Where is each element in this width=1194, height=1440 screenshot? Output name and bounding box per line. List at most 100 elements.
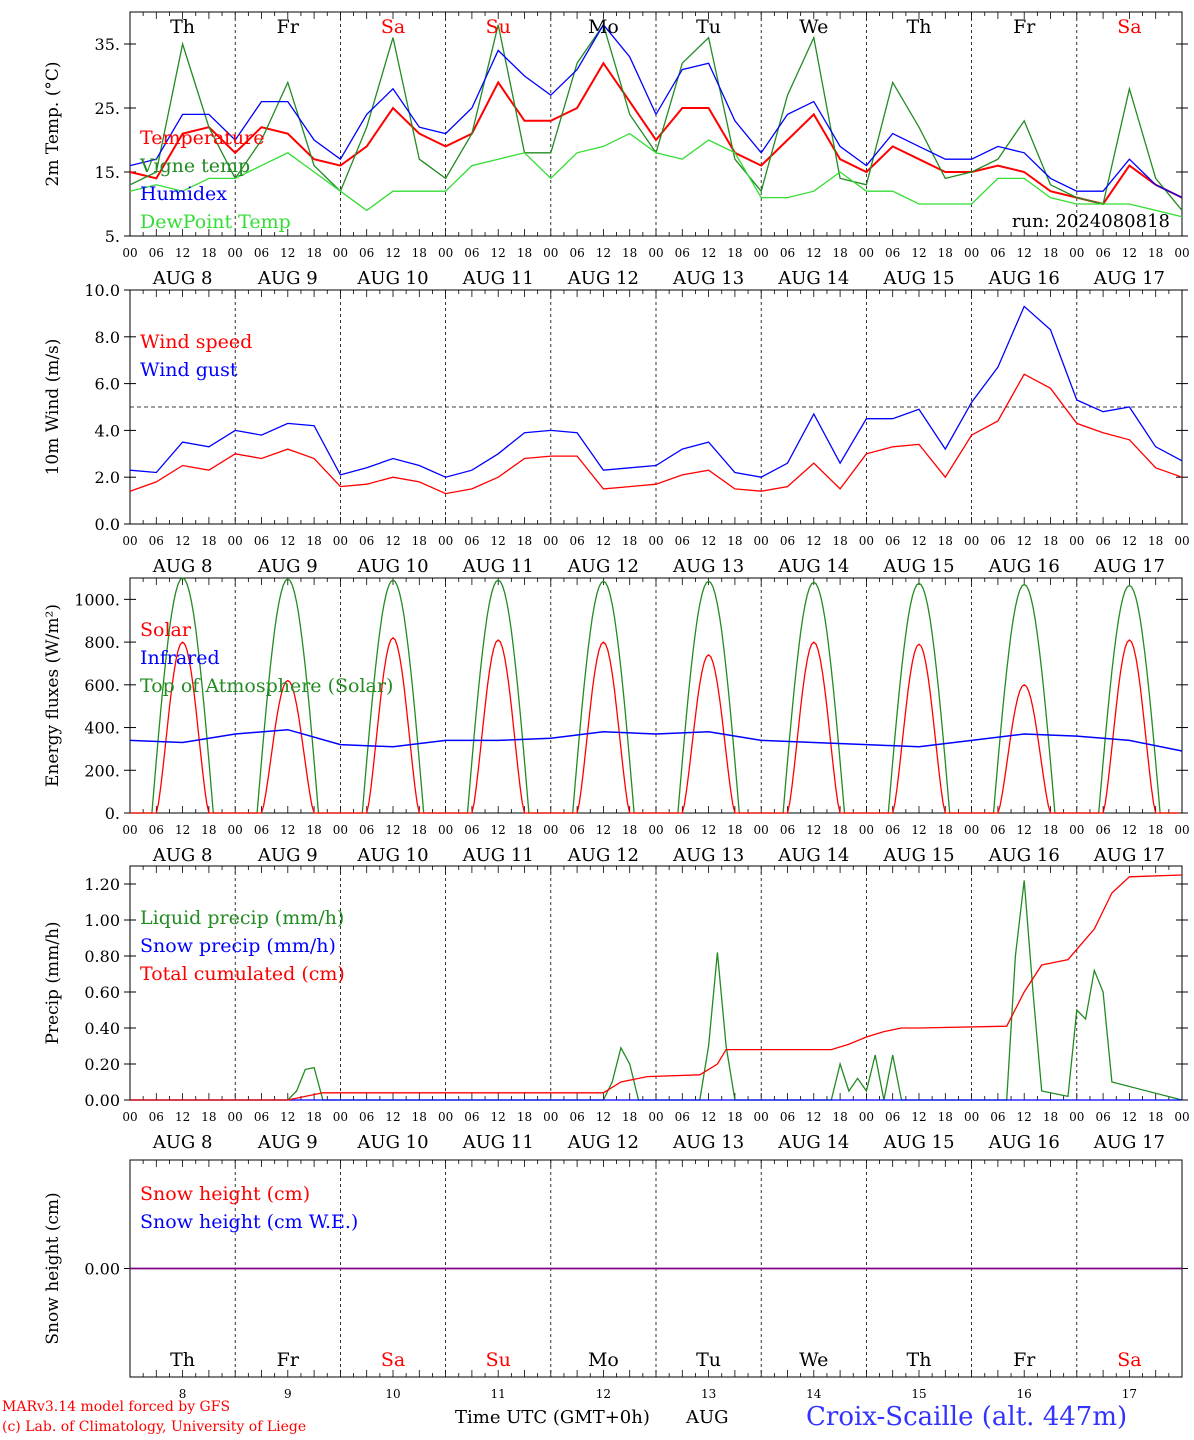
hour-tick-label: 06	[1095, 823, 1110, 837]
hour-tick-label: 06	[254, 534, 269, 548]
station-name: Croix-Scaille (alt. 447m)	[806, 1402, 1128, 1432]
hour-tick-label: 18	[727, 534, 742, 548]
hour-tick-label: 06	[149, 823, 164, 837]
panel-3: 0. 200. 400. 600. 800. 1000. Energy fluxes (W/…	[43, 577, 1190, 866]
date-label: AUG 15	[882, 268, 954, 289]
hour-tick-label: 18	[201, 246, 216, 260]
date-label: AUG 9	[257, 1132, 318, 1153]
legend-entry: Liquid precip (mm/h)	[140, 907, 344, 929]
date-label: AUG 12	[567, 556, 639, 577]
hour-tick-label: 00	[1069, 1110, 1084, 1124]
day-of-week-label: Sa	[1117, 16, 1141, 38]
hour-tick-label: 12	[911, 823, 926, 837]
hour-tick-label: 12	[491, 1110, 506, 1124]
hour-tick-label: 18	[622, 1110, 637, 1124]
date-label: AUG 11	[462, 1132, 534, 1153]
date-label: AUG 11	[462, 268, 534, 289]
hour-tick-label: 12	[701, 246, 716, 260]
plot-frame	[129, 11, 1183, 237]
hour-tick-label: 18	[622, 823, 637, 837]
day-number-label: 16	[1017, 1387, 1032, 1401]
y-tick-label: 4.0	[95, 421, 120, 440]
date-label: AUG 16	[988, 556, 1060, 577]
date-label: AUG 8	[152, 268, 213, 289]
hour-tick-label: 06	[464, 1110, 479, 1124]
date-label: AUG 17	[1093, 1132, 1165, 1153]
hour-tick-label: 00	[228, 534, 243, 548]
day-of-week-label: Th	[170, 1349, 195, 1371]
date-label: AUG 8	[152, 556, 213, 577]
day-of-week-label: We	[799, 16, 828, 38]
series-line-1	[130, 880, 1183, 1101]
day-of-week-label: Th	[907, 16, 932, 38]
hour-tick-label: 12	[911, 246, 926, 260]
date-label: AUG 14	[777, 845, 849, 866]
day-number-label: 14	[806, 1387, 822, 1401]
x-axis-month: AUG	[686, 1407, 729, 1428]
day-of-week-label: Fr	[277, 16, 300, 38]
hour-tick-label: 06	[569, 1110, 584, 1124]
y-tick-label: 0.00	[84, 1260, 120, 1279]
hour-tick-label: 18	[1148, 534, 1163, 548]
series-line-1	[129, 373, 1183, 495]
y-tick-label: 0.60	[84, 983, 120, 1002]
hour-tick-label: 12	[911, 534, 926, 548]
y-axis-title: Energy fluxes (W/m²)	[43, 604, 63, 787]
day-number-label: 17	[1122, 1387, 1137, 1401]
hour-tick-label: 00	[754, 246, 769, 260]
hour-tick-label: 00	[859, 1110, 874, 1124]
date-label: AUG 16	[988, 845, 1060, 866]
legend-entry: Infrared	[140, 647, 220, 669]
hour-tick-label: 00	[754, 823, 769, 837]
hour-tick-label: 12	[280, 1110, 295, 1124]
date-label: AUG 12	[567, 1132, 639, 1153]
y-tick-label: 2.0	[95, 468, 120, 487]
hour-tick-label: 06	[464, 534, 479, 548]
y-tick-label: 1.00	[84, 911, 120, 930]
hour-tick-label: 18	[517, 246, 532, 260]
hour-tick-label: 12	[806, 246, 821, 260]
y-tick-label: 0.00	[84, 1091, 120, 1110]
hour-tick-label: 06	[780, 823, 795, 837]
day-of-week-label: Sa	[381, 16, 405, 38]
hour-tick-label: 12	[596, 1110, 611, 1124]
hour-tick-label: 12	[1122, 534, 1137, 548]
date-label: AUG 11	[462, 845, 534, 866]
copyright-credit: (c) Lab. of Climatology, University of L…	[2, 1419, 307, 1435]
hour-tick-label: 18	[832, 534, 847, 548]
hour-tick-label: 18	[1043, 246, 1058, 260]
hour-tick-label: 00	[543, 823, 558, 837]
legend-entry: Top of Atmosphere (Solar)	[140, 675, 393, 697]
day-number-label: 9	[284, 1387, 292, 1401]
hour-tick-label: 00	[859, 823, 874, 837]
hour-tick-label: 18	[1043, 1110, 1058, 1124]
hour-tick-label: 06	[569, 534, 584, 548]
hour-tick-label: 00	[859, 534, 874, 548]
legend-entry: Snow height (cm W.E.)	[140, 1211, 358, 1233]
hour-tick-label: 12	[280, 534, 295, 548]
hour-tick-label: 12	[385, 246, 400, 260]
y-tick-label: 0.80	[84, 947, 120, 966]
hour-tick-label: 12	[1017, 534, 1032, 548]
hour-tick-label: 00	[964, 1110, 979, 1124]
hour-tick-label: 06	[149, 246, 164, 260]
hour-tick-label: 00	[228, 1110, 243, 1124]
legend-entry: Snow height (cm)	[140, 1183, 310, 1205]
date-label: AUG 8	[152, 845, 213, 866]
legend-entry: Wind gust	[140, 359, 238, 381]
y-tick-label: 0.	[105, 804, 120, 823]
hour-tick-label: 12	[385, 534, 400, 548]
hour-tick-label: 18	[727, 1110, 742, 1124]
date-label: AUG 10	[356, 1132, 428, 1153]
date-label: AUG 9	[257, 268, 318, 289]
hour-tick-label: 12	[596, 246, 611, 260]
hour-tick-label: 18	[832, 823, 847, 837]
hour-tick-label: 18	[727, 246, 742, 260]
y-tick-label: 0.0	[95, 515, 120, 534]
hour-tick-label: 00	[1174, 1110, 1189, 1124]
day-of-week-label: Su	[486, 16, 511, 38]
hour-tick-label: 00	[438, 823, 453, 837]
hour-tick-label: 12	[280, 246, 295, 260]
hour-tick-label: 12	[596, 534, 611, 548]
y-tick-label: 800.	[84, 633, 120, 652]
